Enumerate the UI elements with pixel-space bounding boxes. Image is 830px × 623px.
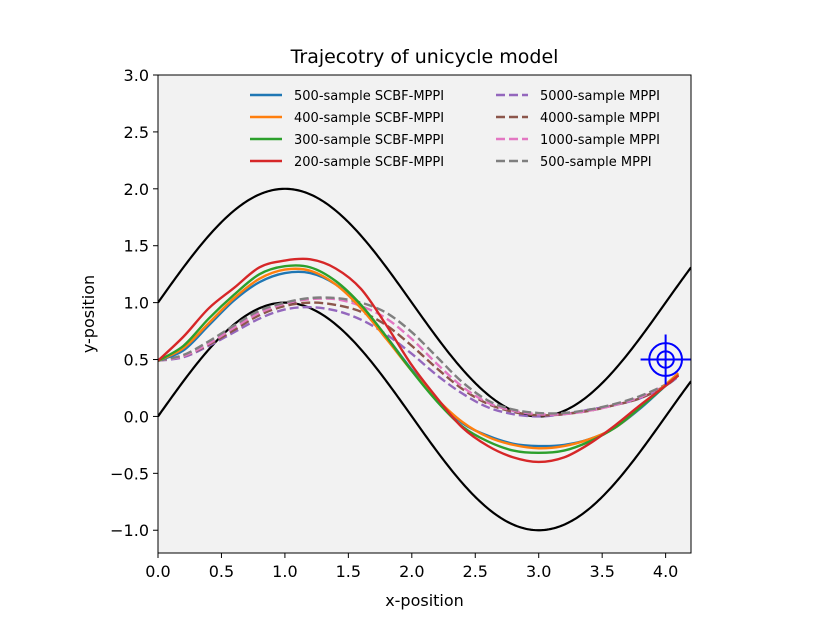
- legend-label: 500-sample MPPI: [540, 155, 652, 170]
- x-axis-ticks: 0.0 0.5 1.0 1.5 2.0 2.5 3.0 3.5 4.0: [145, 553, 678, 581]
- upper-boundary: [158, 187, 691, 418]
- lower-boundary: [158, 301, 691, 532]
- legend-item: 1000-sample MPPI: [496, 133, 660, 148]
- legend-item: 200-sample SCBF-MPPI: [250, 155, 444, 170]
- x-tick-label: 2.5: [463, 562, 488, 581]
- y-tick-label: 2.0: [124, 180, 149, 199]
- x-axis-label: x-position: [385, 591, 464, 610]
- series-4000-sample-mppi: [158, 301, 680, 417]
- y-axis-ticks: −1.0 −0.5 0.0 0.5 1.0 1.5 2.0 2.5 3.0: [110, 66, 158, 540]
- x-tick-label: 2.0: [399, 562, 424, 581]
- legend-label: 300-sample SCBF-MPPI: [294, 133, 444, 148]
- x-tick-label: 0.5: [209, 562, 234, 581]
- x-tick-label: 0.0: [145, 562, 170, 581]
- y-tick-label: −1.0: [110, 521, 149, 540]
- y-tick-label: 1.5: [124, 237, 149, 256]
- x-tick-label: 1.0: [272, 562, 297, 581]
- legend-label: 400-sample SCBF-MPPI: [294, 111, 444, 126]
- legend-item: 500-sample SCBF-MPPI: [250, 89, 444, 104]
- legend-item: 500-sample MPPI: [496, 155, 652, 170]
- legend-item: 300-sample SCBF-MPPI: [250, 133, 444, 148]
- series-500-sample-mppi: [158, 296, 680, 415]
- legend-label: 4000-sample MPPI: [540, 111, 660, 126]
- y-tick-label: 3.0: [124, 66, 149, 85]
- legend-item: 5000-sample MPPI: [496, 89, 660, 104]
- legend: 500-sample SCBF-MPPI 400-sample SCBF-MPPI…: [250, 89, 660, 170]
- x-tick-label: 4.0: [653, 562, 678, 581]
- legend-label: 500-sample SCBF-MPPI: [294, 89, 444, 104]
- y-tick-label: 2.5: [124, 123, 149, 142]
- y-tick-label: 0.0: [124, 407, 149, 426]
- legend-label: 1000-sample MPPI: [540, 133, 660, 148]
- y-tick-label: 0.5: [124, 351, 149, 370]
- plot-frame: [157, 74, 692, 554]
- series-lines: [158, 257, 680, 464]
- legend-item: 400-sample SCBF-MPPI: [250, 111, 444, 126]
- y-tick-label: −0.5: [110, 464, 149, 483]
- x-tick-label: 1.5: [336, 562, 361, 581]
- series-200-sample-scbf-mppi: [158, 257, 680, 464]
- x-tick-label: 3.0: [526, 562, 551, 581]
- boundaries: [158, 187, 691, 532]
- chart-title: Trajecotry of unicycle model: [290, 46, 559, 68]
- y-axis-label: y-position: [79, 275, 98, 353]
- x-tick-label: 3.5: [589, 562, 614, 581]
- y-tick-label: 1.0: [124, 294, 149, 313]
- legend-label: 5000-sample MPPI: [540, 89, 660, 104]
- goal-marker: [640, 334, 691, 385]
- legend-label: 200-sample SCBF-MPPI: [294, 155, 444, 170]
- legend-item: 4000-sample MPPI: [496, 111, 660, 126]
